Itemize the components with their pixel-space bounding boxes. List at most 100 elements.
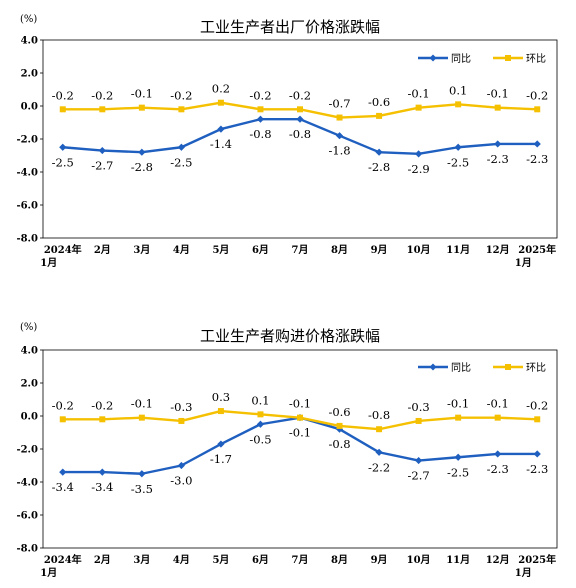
data-label-同比: -1.4 bbox=[210, 137, 232, 151]
legend-label-环比: 环比 bbox=[526, 53, 546, 65]
data-point-环比 bbox=[415, 417, 422, 424]
data-label-环比: -0.2 bbox=[52, 398, 74, 412]
data-point-同比 bbox=[375, 448, 383, 456]
data-point-同比 bbox=[375, 148, 383, 156]
y-tick-label: -4.0 bbox=[16, 478, 38, 489]
data-label-环比: -0.6 bbox=[328, 405, 350, 419]
data-point-环比 bbox=[217, 99, 224, 106]
x-tick-label: 3月 bbox=[133, 554, 150, 566]
data-point-环比 bbox=[455, 101, 462, 108]
data-point-环比 bbox=[99, 106, 106, 113]
data-point-环比 bbox=[217, 408, 224, 415]
data-label-同比: -1.8 bbox=[328, 144, 350, 158]
x-tick-label: 5月 bbox=[212, 554, 229, 566]
legend-marker-同比 bbox=[429, 363, 437, 371]
x-tick-label: 9月 bbox=[371, 244, 388, 256]
data-point-环比 bbox=[494, 104, 501, 111]
data-label-同比: -3.4 bbox=[52, 480, 74, 494]
y-tick-label: -6.0 bbox=[16, 201, 38, 212]
data-label-环比: -0.2 bbox=[170, 88, 192, 102]
data-label-同比: -0.5 bbox=[249, 432, 271, 446]
data-label-同比: -0.8 bbox=[289, 127, 311, 141]
data-label-同比: -2.3 bbox=[487, 152, 509, 166]
data-point-环比 bbox=[336, 114, 343, 121]
data-point-同比 bbox=[177, 143, 185, 151]
data-point-环比 bbox=[376, 112, 383, 119]
x-tick-label: 8月 bbox=[331, 244, 348, 256]
x-tick-label: 12月 bbox=[486, 244, 510, 256]
data-point-环比 bbox=[534, 106, 541, 113]
data-label-同比: -3.4 bbox=[91, 480, 113, 494]
data-point-环比 bbox=[257, 106, 264, 113]
data-label-同比: -0.1 bbox=[289, 426, 311, 440]
x-tick-label: 7月 bbox=[292, 554, 309, 566]
data-label-同比: -2.2 bbox=[368, 460, 390, 474]
data-point-同比 bbox=[296, 115, 304, 123]
x-tick-label: 6月 bbox=[252, 244, 269, 256]
data-label-环比: -0.2 bbox=[249, 88, 271, 102]
data-point-同比 bbox=[59, 143, 67, 151]
data-point-环比 bbox=[534, 416, 541, 423]
data-label-环比: -0.6 bbox=[368, 95, 390, 109]
x-tick-label: 10月 bbox=[407, 244, 431, 256]
data-label-环比: -0.1 bbox=[408, 87, 430, 101]
data-label-环比: 0.1 bbox=[449, 83, 467, 97]
x-tick-label: 12月 bbox=[486, 554, 510, 566]
data-label-同比: -2.7 bbox=[408, 469, 430, 483]
data-label-环比: -0.8 bbox=[368, 408, 390, 422]
x-tick-label: 6月 bbox=[252, 554, 269, 566]
y-tick-label: -8.0 bbox=[16, 544, 38, 555]
data-point-同比 bbox=[335, 132, 344, 140]
data-point-环比 bbox=[178, 106, 185, 113]
data-label-同比: -2.7 bbox=[91, 159, 113, 173]
legend-marker-环比 bbox=[505, 364, 511, 370]
data-label-环比: -0.2 bbox=[289, 88, 311, 102]
data-label-同比: -2.5 bbox=[52, 155, 74, 169]
data-label-同比: -2.5 bbox=[447, 465, 469, 479]
data-point-环比 bbox=[297, 414, 303, 421]
data-point-环比 bbox=[138, 104, 145, 111]
data-label-同比: -2.5 bbox=[447, 155, 469, 169]
x-tick-label: 2025年 1月 bbox=[515, 553, 556, 579]
data-point-环比 bbox=[99, 416, 106, 423]
data-label-同比: -2.3 bbox=[487, 462, 509, 476]
x-tick-label: 8月 bbox=[331, 554, 348, 566]
x-tick-label: 7月 bbox=[292, 244, 309, 256]
data-label-环比: -0.2 bbox=[526, 88, 548, 102]
x-tick-label: 2024年 1月 bbox=[40, 553, 81, 579]
data-label-同比: -3.0 bbox=[170, 474, 192, 488]
x-tick-label: 11月 bbox=[446, 244, 470, 256]
legend-label-同比: 同比 bbox=[451, 53, 471, 65]
y-tick-label: -4.0 bbox=[16, 168, 38, 179]
chart-1: 工业生产者出厂价格涨跌幅 (%) 4.0 2.0 0.0 -2.0 -4.0 -6.0 -8.0… bbox=[16, 14, 558, 269]
data-point-同比 bbox=[98, 468, 106, 476]
data-point-同比 bbox=[59, 468, 67, 476]
data-point-同比 bbox=[256, 420, 265, 428]
data-point-环比 bbox=[138, 414, 145, 421]
data-point-同比 bbox=[138, 148, 146, 156]
legend-label-同比: 同比 bbox=[451, 362, 471, 374]
y-tick-label: 2.0 bbox=[21, 69, 38, 80]
y-tick-label: -2.0 bbox=[16, 135, 38, 146]
data-point-同比 bbox=[256, 115, 265, 123]
x-tick-label: 4月 bbox=[173, 244, 190, 256]
x-tick-label: 2月 bbox=[94, 554, 111, 566]
data-label-环比: -0.2 bbox=[91, 88, 113, 102]
x-tick-label: 5月 bbox=[212, 244, 229, 256]
y-tick-label: -8.0 bbox=[16, 234, 38, 245]
data-label-同比: -2.9 bbox=[408, 162, 430, 176]
data-label-环比: -0.1 bbox=[447, 397, 469, 411]
data-label-同比: -2.8 bbox=[131, 160, 153, 174]
data-point-同比 bbox=[335, 425, 344, 433]
legend-marker-环比 bbox=[505, 55, 511, 61]
data-point-同比 bbox=[217, 125, 225, 133]
data-point-环比 bbox=[336, 422, 343, 429]
data-label-同比: -2.3 bbox=[526, 152, 548, 166]
x-tick-label: 4月 bbox=[173, 554, 190, 566]
data-point-同比 bbox=[98, 146, 106, 155]
data-label-环比: -0.1 bbox=[487, 397, 509, 411]
data-label-环比: -0.2 bbox=[526, 398, 548, 412]
data-label-同比: -0.8 bbox=[328, 437, 350, 451]
x-tick-label: 2月 bbox=[94, 244, 111, 256]
